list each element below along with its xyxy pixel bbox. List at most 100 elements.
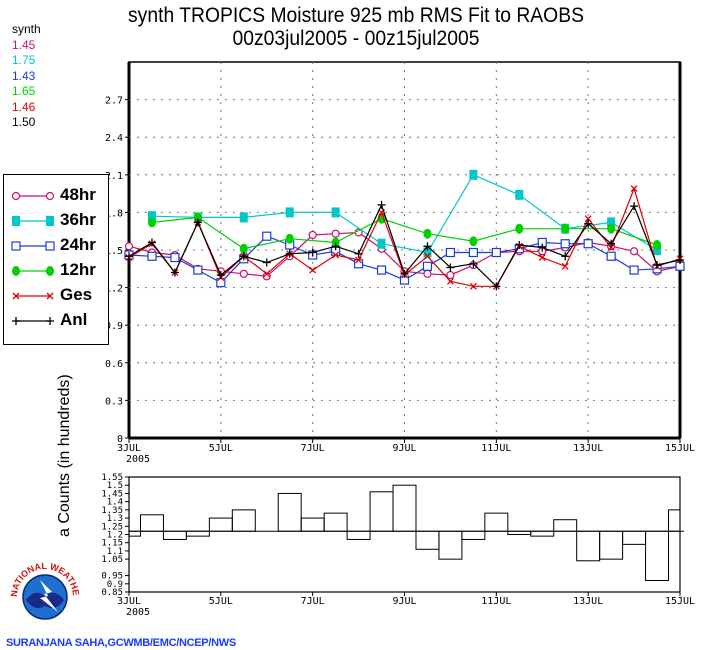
marker-36hr (12, 216, 20, 226)
marker-ges (630, 185, 638, 193)
legend-label: 24hr (60, 235, 96, 254)
series-line-36hr (151, 174, 658, 254)
histogram-bar (530, 530, 555, 537)
legend-label: 12hr (60, 260, 96, 279)
marker-24hr (629, 265, 639, 275)
marker-36hr (147, 211, 156, 222)
hist-x-tick-label: 11JUL (481, 596, 511, 607)
hist-y-tick-label: 0.85 (101, 588, 123, 598)
marker-24hr (262, 231, 272, 241)
marker-12hr (561, 223, 570, 234)
series-mean-ges: 1.46 (12, 99, 36, 114)
hist-y-tick-label: 1.05 (101, 555, 123, 565)
histogram-bar (277, 492, 302, 532)
y-tick-label: 1.2 (105, 284, 123, 295)
x-tick-label: 13JUL (573, 443, 603, 454)
histogram-bar (185, 530, 210, 537)
marker-48hr (308, 230, 317, 240)
series-line-12hr (151, 216, 658, 250)
summary-label: synth (12, 22, 41, 36)
y-tick-label: 1.8 (105, 208, 123, 219)
histogram-bar (139, 514, 164, 532)
histogram-bar (231, 509, 256, 532)
marker-ges (263, 270, 271, 278)
marker-36hr (469, 169, 478, 180)
hist-y-tick-label: 0.9 (107, 580, 123, 590)
legend-label: Anl (60, 310, 88, 329)
marker-48hr (239, 269, 248, 278)
legend-symbol (12, 266, 54, 276)
marker-48hr (446, 270, 455, 280)
histogram-bar (128, 530, 141, 537)
legend-item-48hr: 48hr (10, 185, 106, 207)
histogram-bar (622, 530, 647, 545)
y-tick-label: 2.1 (105, 171, 123, 182)
marker-24hr (193, 265, 203, 275)
hist-y-tick-label: 1.15 (101, 539, 123, 549)
marker-12hr (469, 236, 478, 247)
marker-ges (446, 277, 454, 285)
marker-12hr (239, 243, 248, 254)
hist-y-tick-label: 0.95 (101, 572, 123, 582)
series-mean-24hr: 1.43 (12, 68, 36, 83)
x-year-label: 2005 (126, 454, 150, 465)
hist-y-tick-label: 1.1 (107, 547, 123, 557)
marker-ges (355, 256, 363, 264)
x-tick-label: 9JUL (392, 443, 416, 454)
marker-ges (309, 266, 317, 274)
marker-36hr (607, 217, 616, 228)
series-mean-anl: 1.50 (12, 115, 36, 129)
x-tick-label: 5JUL (209, 443, 233, 454)
marker-ges (12, 292, 20, 300)
histogram-bar (208, 517, 233, 532)
hist-x-tick-label: 9JUL (392, 596, 416, 607)
marker-ges (469, 282, 477, 290)
hist-y-tick-label: 1.2 (107, 531, 123, 541)
marker-24hr (583, 239, 593, 249)
histogram-bar (668, 509, 681, 532)
marker-24hr (422, 261, 433, 271)
series-mean-36hr: 1.75 (12, 53, 36, 67)
y-tick-label: 1.5 (105, 246, 123, 257)
histogram-bar (484, 512, 509, 532)
marker-24hr (491, 247, 501, 258)
series-mean-12hr: 1.65 (12, 84, 36, 98)
histogram-bar (461, 530, 486, 540)
series-24hr (124, 231, 685, 288)
series-mean-48hr: 1.45 (12, 37, 36, 52)
marker-ges (46, 292, 54, 300)
hist-y-tick-label: 1.3 (107, 514, 123, 524)
legend-item-24hr: 24hr (10, 235, 106, 257)
marker-48hr (262, 272, 271, 281)
hist-y-tick-label: 1.5 (107, 481, 123, 491)
legend-label: 36hr (60, 210, 96, 229)
marker-48hr (45, 191, 55, 201)
marker-24hr (353, 259, 364, 269)
marker-48hr (423, 269, 432, 278)
marker-36hr (377, 238, 386, 249)
series-anl (125, 200, 684, 291)
marker-12hr (147, 217, 156, 228)
marker-12hr (607, 223, 616, 234)
legend-item-ges: Ges (10, 285, 106, 307)
marker-24hr (45, 241, 55, 251)
histogram-bar (300, 517, 325, 532)
marker-12hr (46, 266, 54, 276)
legend-symbol (11, 241, 55, 251)
marker-48hr (331, 229, 340, 238)
chart-subtitle: 00z03jul2005 - 00z15jul2005 (232, 27, 480, 50)
y-tick-label: 0.6 (105, 359, 123, 370)
credit-text: SURANJANA SAHA,GCWMB/EMC/NCEP/NWS (6, 637, 236, 649)
marker-24hr (560, 239, 570, 249)
histogram-bar (415, 530, 440, 550)
marker-24hr (11, 241, 21, 251)
hist-x-tick-label: 3JUL (117, 596, 141, 607)
histogram-bar (553, 519, 578, 532)
y-tick-label: 0 (117, 434, 123, 445)
histogram-bar (599, 530, 624, 560)
marker-48hr (124, 242, 134, 251)
hist-y-tick-label: 1.45 (101, 489, 123, 499)
marker-24hr (376, 265, 387, 275)
marker-24hr (606, 251, 616, 261)
legend-label: 48hr (60, 185, 96, 204)
